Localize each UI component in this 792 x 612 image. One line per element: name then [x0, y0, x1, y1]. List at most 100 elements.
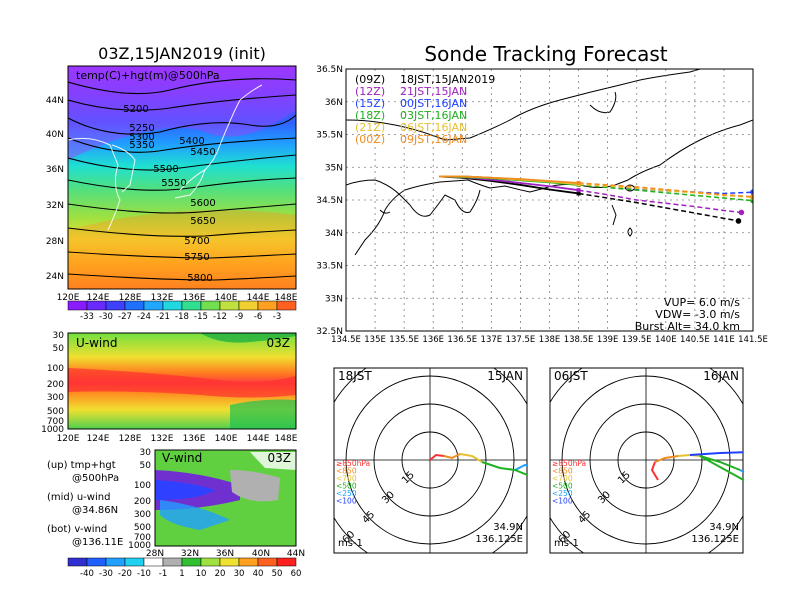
contour-label: 5250 [129, 123, 154, 134]
uwind-time: 03Z [267, 336, 291, 350]
coastlines [68, 84, 263, 231]
left-lat-tick: 32N [46, 201, 64, 211]
uwind-pressure-tick: 300 [47, 393, 64, 403]
hodograph-level: <500 [336, 482, 357, 491]
hodograph-segment [514, 463, 527, 471]
hodograph-lat: 34.9N [493, 522, 523, 533]
track-lat-tick: 34N [325, 229, 343, 239]
landing-point [735, 218, 742, 224]
hodograph-time: 18JST [338, 369, 372, 383]
contour-label: 5500 [153, 164, 178, 175]
temp-scale-label: -3 [273, 312, 281, 322]
track-lat-tick: 32.5N [316, 327, 343, 337]
landing-point [750, 189, 753, 195]
left-lon-tick: 148E [275, 293, 298, 303]
left-lon-tick: 120E [57, 293, 80, 303]
track-info-line: Burst Alt= 34.0 km [635, 320, 740, 333]
wind-color-swatch [86, 557, 107, 567]
uwind-lon-tick: 124E [87, 434, 110, 444]
wind-scale-label: 60 [291, 569, 302, 579]
vwind-lat-tick: 36N [216, 549, 234, 559]
hodograph-segment [459, 453, 483, 463]
hodograph-date: 16JAN [703, 369, 739, 383]
legend-code: (09Z) [355, 73, 385, 86]
wind-scale-label: 10 [196, 569, 207, 579]
contour-label: 5600 [190, 198, 215, 209]
temp-scale-label: -33 [80, 312, 94, 322]
hodograph-segment [650, 461, 659, 481]
uwind-pressure-tick: 1000 [41, 425, 64, 435]
left-lat-tick: 36N [46, 165, 64, 175]
hodograph-segment [535, 468, 548, 490]
vwind-pressure-tick: 50 [140, 461, 152, 471]
temp-scale-label: -9 [235, 312, 243, 322]
map-frame [67, 65, 297, 290]
track-line-descent [578, 192, 739, 222]
height-contours [68, 78, 296, 281]
hodograph-level: <700 [552, 474, 573, 483]
track-lon-tick: 137E [481, 335, 503, 345]
left-lat-axis: 44N 40N 36N 32N 28N 24N [46, 96, 64, 282]
vwind-pressure-tick: 100 [134, 481, 151, 491]
uwind-lon-tick: 140E [215, 434, 238, 444]
left-lon-tick: 136E [183, 293, 206, 303]
track-lat-tick: 33N [325, 294, 343, 304]
temp-color-swatch [124, 300, 145, 311]
temp-scale-label: -21 [156, 312, 170, 322]
hodograph-units: ms-1 [554, 538, 579, 549]
temp-color-swatch [238, 300, 259, 311]
wind-scale-label: -30 [99, 569, 113, 579]
left-panel-title: 03Z,15JAN2019 (init) [98, 44, 266, 63]
wind-scale-label: 50 [272, 569, 283, 579]
track-lon-tick: 136.5E [447, 335, 477, 345]
wind-color-swatch [238, 557, 259, 567]
temp-color-swatch [181, 300, 202, 311]
vwind-time: 03Z [268, 451, 292, 465]
legend-code: (00Z) [355, 133, 385, 146]
uwind-panel [67, 332, 297, 430]
vwind-lat-axis: 28N 32N 36N 40N 44N [146, 549, 305, 559]
hodograph-segment [699, 455, 741, 471]
burst-point [576, 191, 581, 196]
hodograph-frame [549, 367, 744, 554]
legend-code: (15Z) [355, 97, 385, 110]
hodograph-level: ≥850hPa [336, 459, 370, 468]
temp-color-swatch [219, 300, 240, 311]
temp-color-swatch [257, 300, 278, 311]
uwind-pressure-tick: 700 [47, 417, 64, 427]
vwind-pressure-tick: 500 [134, 523, 151, 533]
legend-time: 03JST,16JAN [400, 109, 467, 122]
hodograph-segment [699, 455, 743, 481]
track-lat-tick: 35N [325, 163, 343, 173]
hodograph-units: ms-1 [338, 538, 363, 549]
track-info-line: VUP= 6.0 m/s [664, 296, 740, 309]
hodograph-lon: 136.125E [475, 534, 523, 545]
left-lon-axis: 120E 124E 128E 132E 136E 140E 144E 148E [57, 293, 298, 303]
hodograph-segment [654, 455, 679, 463]
track-line-descent [578, 184, 753, 202]
temp-color-swatch [86, 300, 107, 311]
wind-scale-label: 40 [253, 569, 264, 579]
hodograph-segment [443, 453, 461, 460]
landing-point [738, 209, 745, 216]
wind-color-swatch [143, 557, 164, 567]
hodograph-level: <100 [552, 497, 573, 506]
legend-time: 06JST,16JAN [400, 121, 467, 134]
temp-scale-label: -6 [254, 312, 262, 322]
vwind-label: V-wind [162, 451, 202, 465]
wind-scale-label: 20 [215, 569, 226, 579]
left-lat-tick: 40N [46, 130, 64, 140]
contour-label: 5400 [179, 136, 204, 147]
hodograph-lon: 136.125E [691, 534, 739, 545]
track-lat-tick: 36.5N [316, 65, 343, 75]
contour-label: 5300 [129, 132, 154, 143]
uwind-pressure-tick: 500 [47, 407, 64, 417]
panel-notes: (up) tmp+hgt @500hPa (mid) u-wind @34.86N (b… [47, 460, 123, 548]
track-lon-tick: 140.5E [680, 335, 710, 345]
contour-label: 5700 [184, 236, 209, 247]
hodograph-segment [514, 469, 527, 476]
hodograph-segment [739, 469, 743, 473]
